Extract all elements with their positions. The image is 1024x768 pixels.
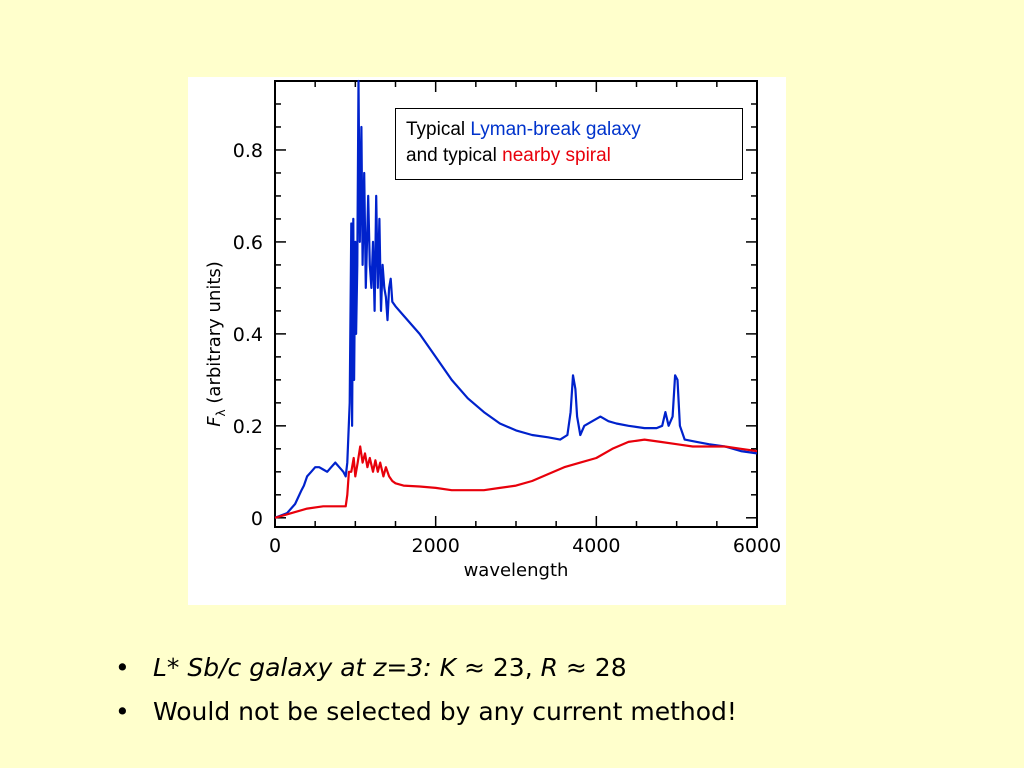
series-line-lyman-break (274, 79, 758, 519)
y-tick-label: 0.6 (233, 232, 263, 254)
legend-line2-prefix: and typical (406, 145, 503, 166)
chart-axes (274, 80, 758, 528)
series-line-nearby-spiral (274, 438, 758, 519)
bullet-marker: • (115, 697, 130, 726)
bullet-item-2: • Would not be selected by any current m… (115, 690, 737, 734)
bullet1-lstar: L* Sb/c galaxy at z=3: (153, 653, 440, 682)
x-axis-label: wavelength (464, 560, 569, 581)
y-tick-label: 0.2 (233, 416, 263, 438)
legend-lyman-break-label: Lyman-break galaxy (470, 119, 641, 140)
chart-lines (274, 79, 758, 519)
x-tick-label: 6000 (733, 535, 781, 557)
bullet2-text: Would not be selected by any current met… (153, 697, 737, 726)
legend-nearby-spiral-label: nearby spiral (502, 145, 611, 166)
bullet-marker: • (115, 653, 130, 682)
bullet1-k: K (439, 653, 457, 682)
bullet-list: • L* Sb/c galaxy at z=3: K ≈ 23, R ≈ 28 … (115, 646, 737, 734)
y-tick-label: 0.4 (233, 324, 263, 346)
spectrum-chart: 0 2000 4000 6000 0 0.2 0.4 0.6 0.8 wavelength Fλ (… (204, 79, 781, 581)
x-tick-label: 2000 (411, 535, 459, 557)
bullet1-r-value: ≈ 28 (557, 653, 627, 682)
bullet1-r: R (540, 653, 558, 682)
x-tick-label: 4000 (572, 535, 620, 557)
legend-line-2: and typical nearby spiral (406, 143, 732, 169)
bullet-item-1: • L* Sb/c galaxy at z=3: K ≈ 23, R ≈ 28 (115, 646, 737, 690)
y-tick-label: 0.8 (233, 140, 263, 162)
bullet1-k-value: ≈ 23, (456, 653, 541, 682)
legend-line-1: Typical Lyman-break galaxy (406, 117, 732, 143)
y-axis-label: Fλ (arbitrary units) (204, 261, 228, 427)
plot-panel: 0 2000 4000 6000 0 0.2 0.4 0.6 0.8 wavelength Fλ (… (188, 77, 786, 605)
legend-box: Typical Lyman-break galaxy and typical n… (395, 108, 743, 180)
y-tick-label: 0 (251, 508, 263, 530)
x-tick-label: 0 (269, 535, 281, 557)
legend-line1-prefix: Typical (406, 119, 471, 140)
chart-labels: 0 2000 4000 6000 0 0.2 0.4 0.6 0.8 wavelength Fλ (… (204, 140, 781, 581)
